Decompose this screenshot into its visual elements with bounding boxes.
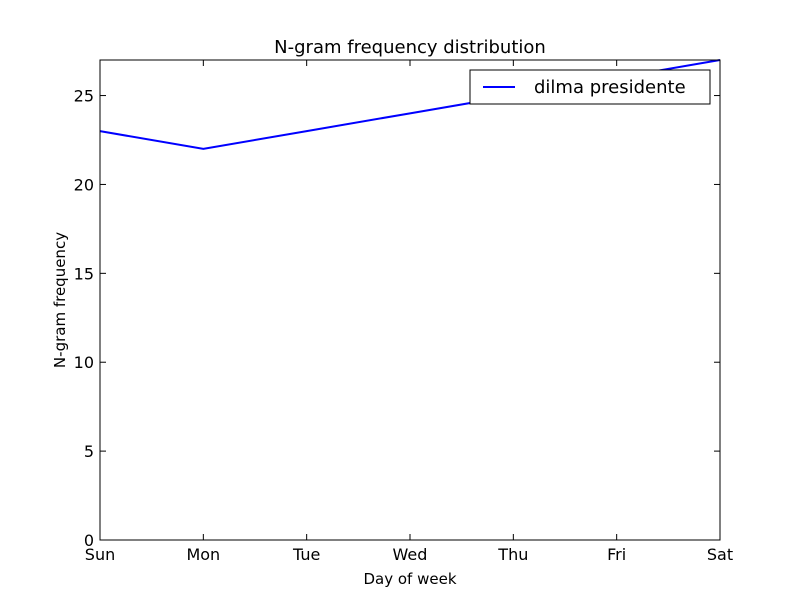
legend: dilma presidente <box>469 69 711 105</box>
x-tick-label: Sat <box>707 545 733 564</box>
y-tick-label: 10 <box>74 353 94 372</box>
x-tick-label: Thu <box>497 545 528 564</box>
x-tick-label: Sun <box>85 545 115 564</box>
y-tick-label: 25 <box>74 87 94 106</box>
legend-label: dilma presidente <box>534 77 686 98</box>
chart-title: N-gram frequency distribution <box>274 37 546 58</box>
x-tick-label: Wed <box>393 545 428 564</box>
plot-frame <box>99 59 721 541</box>
y-tick-label: 20 <box>74 175 94 194</box>
x-axis-label: Day of week <box>363 570 456 588</box>
legend-box <box>469 69 711 105</box>
y-tick-label: 15 <box>74 264 94 283</box>
x-tick-label: Tue <box>292 545 320 564</box>
x-tick-label: Mon <box>186 545 220 564</box>
y-tick-label: 0 <box>84 531 94 550</box>
x-tick-label: Fri <box>607 545 626 564</box>
y-axis-label: N-gram frequency <box>51 232 69 368</box>
y-tick-label: 5 <box>84 442 94 461</box>
